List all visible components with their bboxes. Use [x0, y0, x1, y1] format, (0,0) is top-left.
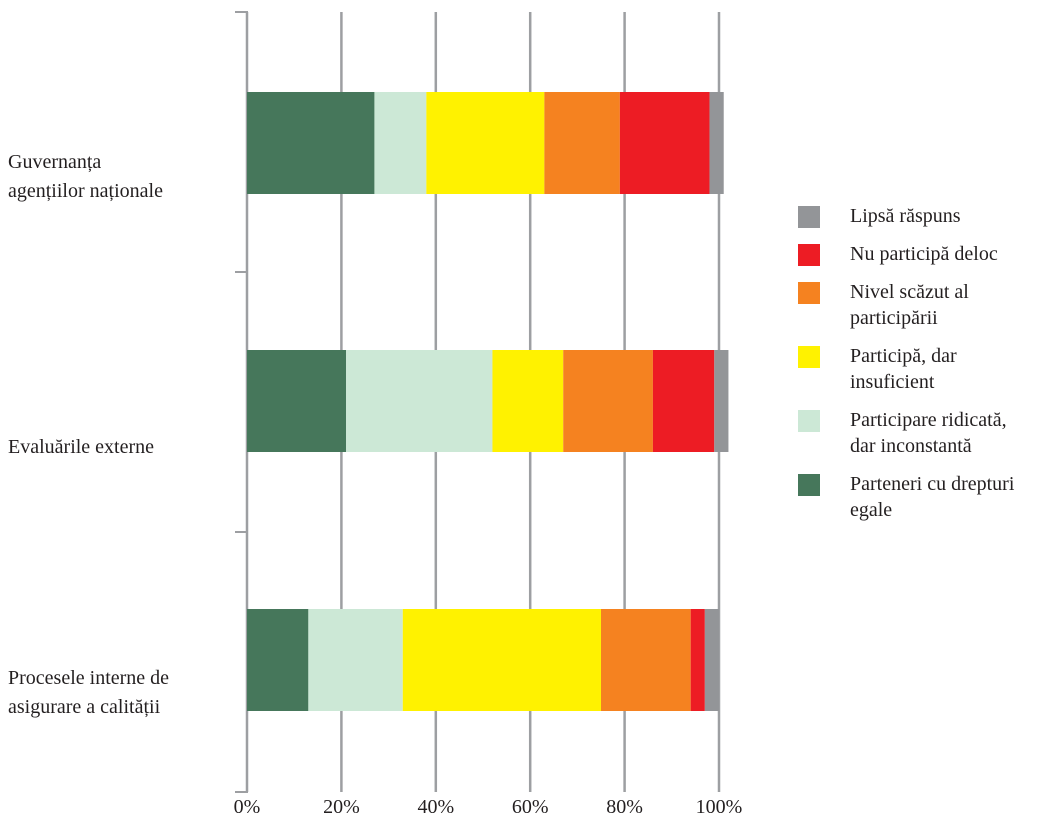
legend-label: Participare ridicată,	[850, 409, 1007, 431]
legend-label: Lipsă răspuns	[850, 205, 961, 227]
legend-label: egale	[850, 499, 893, 521]
bar-segment	[492, 350, 564, 452]
bar-segment	[247, 92, 375, 194]
legend-swatch	[798, 474, 820, 496]
bar-segment	[346, 350, 493, 452]
bar-segment	[714, 350, 729, 452]
bar-segment	[652, 350, 715, 452]
bar-segment	[563, 350, 653, 452]
legend-label: insuficient	[850, 371, 935, 393]
legend-label: Nivel scăzut al	[850, 281, 969, 303]
legend-swatch	[798, 206, 820, 228]
category-label: agențiilor naționale	[8, 180, 163, 202]
bar-segment	[601, 609, 691, 711]
legend-label: dar inconstantă	[850, 435, 972, 457]
legend-item: Lipsă răspuns	[798, 203, 1048, 229]
bar-segment	[544, 92, 620, 194]
x-tick-label: 0%	[234, 796, 261, 817]
legend-item: Nu participă deloc	[798, 241, 1048, 267]
legend-swatch	[798, 244, 820, 266]
legend-item: Participă, dar insuficient	[798, 343, 1048, 395]
legend-label: participării	[850, 307, 938, 329]
x-tick-label: 20%	[323, 796, 360, 817]
bar-segment	[402, 609, 601, 711]
legend-label: Nu participă deloc	[850, 243, 998, 265]
bar-segment	[247, 350, 347, 452]
x-tick-label: 100%	[696, 796, 743, 817]
category-label: asigurare a calității	[8, 696, 161, 718]
category-label: Guvernanța	[8, 151, 101, 173]
legend-swatch	[798, 410, 820, 432]
bar-segment	[374, 92, 427, 194]
bar-segment	[247, 609, 309, 711]
legend-label: Parteneri cu drepturi	[850, 473, 1015, 495]
legend-item: Parteneri cu drepturi egale	[798, 471, 1048, 523]
legend-label: Participă, dar	[850, 345, 957, 367]
bar-segment	[426, 92, 545, 194]
bar-segment	[709, 92, 724, 194]
bar-segment	[704, 609, 719, 711]
legend-item: Nivel scăzut al participării	[798, 279, 1048, 331]
legend-swatch	[798, 282, 820, 304]
category-label: Procesele interne de	[8, 667, 169, 689]
legend-swatch	[798, 346, 820, 368]
x-tick-label: 80%	[606, 796, 643, 817]
legend-item: Participare ridicată, dar inconstantă	[798, 407, 1048, 459]
legend: Lipsă răspuns Nu participă deloc Nivel scă…	[798, 203, 1048, 523]
bar-segment	[308, 609, 403, 711]
x-tick-label: 40%	[417, 796, 454, 817]
x-tick-label: 60%	[512, 796, 549, 817]
bar-segment	[690, 609, 705, 711]
bar-segment	[619, 92, 710, 194]
category-label: Evaluările externe	[8, 436, 154, 458]
